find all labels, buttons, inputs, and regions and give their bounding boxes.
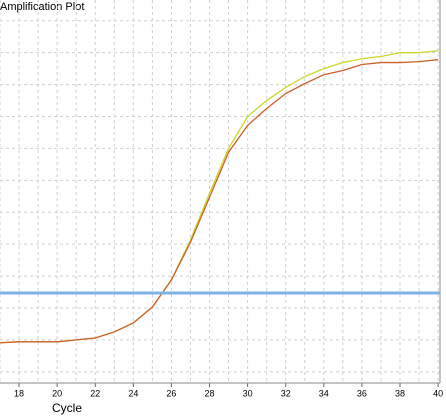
x-tick-label: 18 <box>14 388 24 398</box>
x-tick-label: 36 <box>357 388 367 398</box>
amplification-curve <box>0 59 439 344</box>
x-tick-label: 24 <box>128 388 138 398</box>
x-tick-label: 22 <box>90 388 100 398</box>
x-tick-label: 30 <box>243 388 253 398</box>
x-tick-label: 20 <box>52 388 62 398</box>
x-tick-label: 32 <box>281 388 291 398</box>
amplification-curve <box>0 50 439 344</box>
chart-title: Amplification Plot <box>0 1 84 13</box>
x-tick-label: 28 <box>205 388 215 398</box>
x-axis-label: Cycle <box>52 401 82 415</box>
x-tick-label: 34 <box>319 388 329 398</box>
x-tick-label: 26 <box>166 388 176 398</box>
x-tick-label: 38 <box>395 388 405 398</box>
x-tick-label: 40 <box>433 388 443 398</box>
